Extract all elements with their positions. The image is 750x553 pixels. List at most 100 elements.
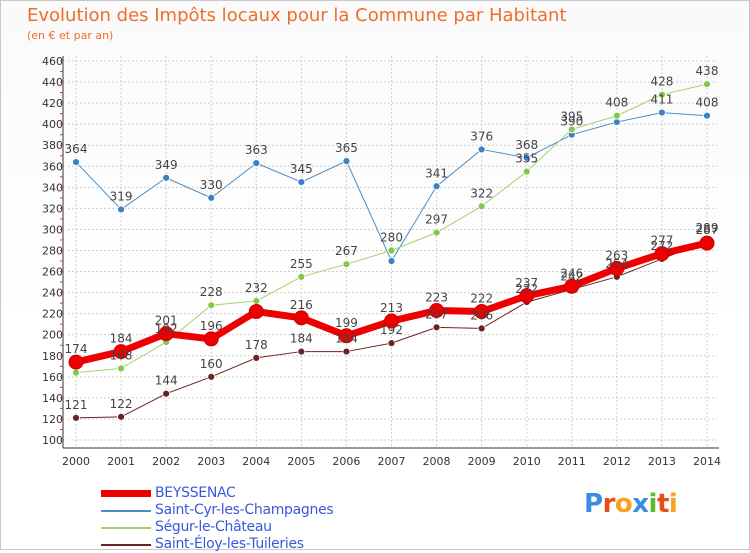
data-label: 438 bbox=[696, 64, 719, 78]
data-point bbox=[248, 304, 264, 320]
data-label: 363 bbox=[245, 143, 268, 157]
data-label: 237 bbox=[515, 276, 538, 290]
y-tick-label: 120 bbox=[42, 413, 63, 426]
y-tick-label: 400 bbox=[42, 118, 63, 131]
y-tick-label: 180 bbox=[42, 350, 63, 363]
data-label: 246 bbox=[560, 266, 583, 280]
data-label: 178 bbox=[245, 338, 268, 352]
data-point bbox=[162, 389, 171, 398]
data-point bbox=[72, 413, 80, 422]
chart-title: Evolution des Impôts locaux pour la Comm… bbox=[27, 5, 567, 26]
data-point bbox=[117, 205, 125, 214]
data-label: 184 bbox=[290, 332, 313, 346]
legend-label: BEYSSENAC bbox=[155, 485, 236, 501]
data-point bbox=[474, 304, 490, 320]
data-labels: 364 319 349 330 363 345 365 341 376 368 390 411 408 1… bbox=[65, 64, 719, 412]
data-point bbox=[387, 246, 396, 255]
data-point bbox=[338, 328, 354, 344]
legend-swatch-segur bbox=[101, 527, 151, 529]
x-tick-label: 2007 bbox=[378, 455, 406, 468]
data-label: 192 bbox=[155, 322, 178, 336]
axes: 1001201401601802002202402602803003203403… bbox=[42, 55, 721, 468]
x-tick-label: 2011 bbox=[558, 455, 586, 468]
data-label: 395 bbox=[560, 109, 583, 123]
data-label: 289 bbox=[696, 221, 719, 235]
data-label: 365 bbox=[335, 141, 358, 155]
grid-lines bbox=[68, 56, 717, 448]
data-point bbox=[519, 288, 535, 304]
data-point bbox=[297, 178, 306, 186]
data-label: 254 bbox=[605, 257, 628, 271]
data-point bbox=[432, 228, 441, 237]
data-point bbox=[477, 324, 486, 333]
data-label: 280 bbox=[380, 231, 403, 245]
y-tick-label: 440 bbox=[42, 76, 63, 89]
data-label: 411 bbox=[650, 93, 673, 107]
data-label: 184 bbox=[335, 332, 358, 346]
x-tick-label: 2001 bbox=[107, 455, 135, 468]
y-tick-label: 200 bbox=[42, 329, 63, 342]
x-tick-label: 2003 bbox=[197, 455, 225, 468]
x-tick-label: 2012 bbox=[603, 455, 631, 468]
data-label: 287 bbox=[696, 223, 719, 237]
x-tick-label: 2002 bbox=[152, 455, 180, 468]
x-tick-label: 2010 bbox=[513, 455, 541, 468]
data-point bbox=[658, 108, 666, 117]
data-label: 345 bbox=[290, 162, 313, 176]
data-point bbox=[207, 372, 216, 381]
data-point bbox=[207, 193, 216, 202]
y-tick-label: 340 bbox=[42, 181, 63, 194]
data-label: 408 bbox=[605, 96, 628, 110]
data-label: 196 bbox=[200, 319, 223, 333]
data-point bbox=[293, 310, 309, 326]
data-point bbox=[522, 167, 531, 176]
data-label: 368 bbox=[515, 138, 538, 152]
data-label: 263 bbox=[605, 248, 628, 262]
series-lines bbox=[68, 80, 715, 422]
data-point bbox=[658, 90, 666, 99]
y-tick-label: 280 bbox=[42, 245, 63, 258]
data-point bbox=[387, 339, 396, 348]
data-label: 232 bbox=[245, 281, 268, 295]
x-tick-label: 2006 bbox=[332, 455, 360, 468]
data-point bbox=[387, 257, 396, 265]
data-point bbox=[564, 278, 580, 294]
data-point bbox=[72, 368, 80, 377]
data-point bbox=[68, 354, 84, 370]
data-label: 355 bbox=[515, 152, 538, 166]
data-label: 341 bbox=[425, 166, 448, 180]
data-label: 192 bbox=[380, 323, 403, 337]
data-point bbox=[522, 153, 531, 162]
data-point bbox=[654, 246, 670, 262]
data-label: 390 bbox=[560, 115, 583, 129]
data-point bbox=[72, 158, 80, 166]
data-point bbox=[252, 353, 261, 362]
y-tick-label: 460 bbox=[42, 55, 63, 68]
data-point bbox=[342, 157, 351, 165]
data-label: 277 bbox=[650, 234, 673, 248]
data-label: 330 bbox=[200, 178, 223, 192]
logo-letter: i bbox=[668, 489, 678, 519]
data-label: 168 bbox=[110, 348, 133, 362]
data-point bbox=[297, 272, 306, 281]
data-point bbox=[207, 301, 216, 310]
data-label: 272 bbox=[650, 239, 673, 253]
data-label: 222 bbox=[470, 292, 493, 306]
x-tick-label: 2013 bbox=[648, 455, 676, 468]
data-point bbox=[162, 173, 171, 182]
data-point bbox=[342, 260, 351, 269]
data-point bbox=[297, 347, 306, 356]
data-label: 364 bbox=[65, 142, 88, 156]
data-label: 322 bbox=[470, 186, 493, 200]
data-point bbox=[158, 326, 174, 342]
logo-letter: x bbox=[632, 489, 649, 519]
y-tick-label: 160 bbox=[42, 371, 63, 384]
data-label: 201 bbox=[155, 314, 178, 328]
data-point bbox=[342, 347, 351, 356]
data-label: 242 bbox=[560, 269, 583, 283]
data-point bbox=[384, 313, 399, 329]
proxiti-logo: Proxiti bbox=[584, 489, 678, 519]
data-label: 232 bbox=[515, 282, 538, 296]
legend-swatch-saint-cyr bbox=[101, 510, 151, 512]
